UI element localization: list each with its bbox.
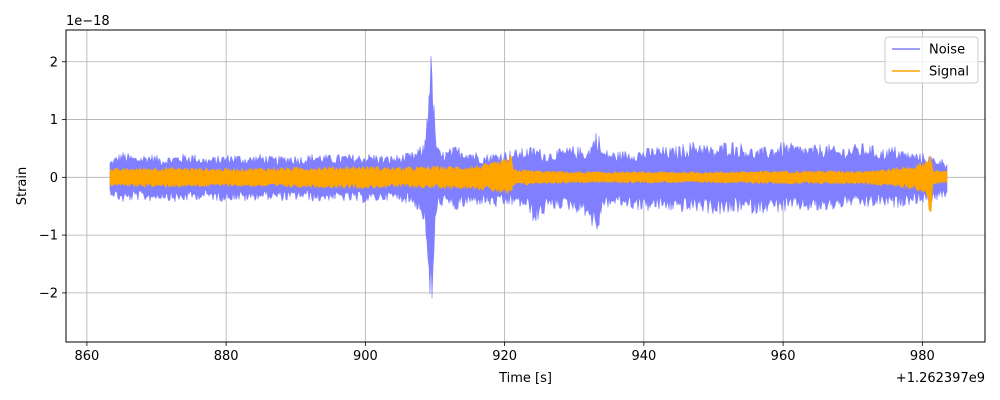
legend-noise-label: Noise bbox=[929, 43, 965, 58]
y-tick-label: −1 bbox=[39, 229, 58, 244]
axes-frame bbox=[65, 29, 986, 343]
plot-data bbox=[109, 55, 948, 299]
x-tick-label: 920 bbox=[492, 349, 517, 364]
y-axis-label: Strain bbox=[15, 167, 30, 206]
x-tick-label: 880 bbox=[214, 349, 239, 364]
y-tick-label: 0 bbox=[50, 171, 58, 186]
legend: Noise Signal bbox=[884, 36, 979, 84]
x-tick-label: 980 bbox=[910, 349, 935, 364]
axis-ticks: 860 880 900 920 940 960 980 −2 −1 0 1 2 bbox=[39, 55, 935, 364]
x-tick-label: 940 bbox=[631, 349, 656, 364]
y-tick-label: 1 bbox=[50, 113, 58, 128]
x-tick-label: 900 bbox=[353, 349, 378, 364]
y-scale-label: 1e−18 bbox=[66, 14, 110, 29]
y-tick-label: −2 bbox=[39, 286, 58, 301]
x-tick-label: 860 bbox=[74, 349, 99, 364]
x-offset-label: +1.262397e9 bbox=[896, 371, 985, 386]
x-tick-label: 960 bbox=[771, 349, 796, 364]
legend-signal-label: Signal bbox=[929, 65, 969, 80]
signal-band bbox=[109, 155, 948, 213]
y-tick-label: 2 bbox=[50, 55, 58, 70]
x-axis-label: Time [s] bbox=[498, 371, 552, 386]
signal-series bbox=[109, 155, 948, 213]
